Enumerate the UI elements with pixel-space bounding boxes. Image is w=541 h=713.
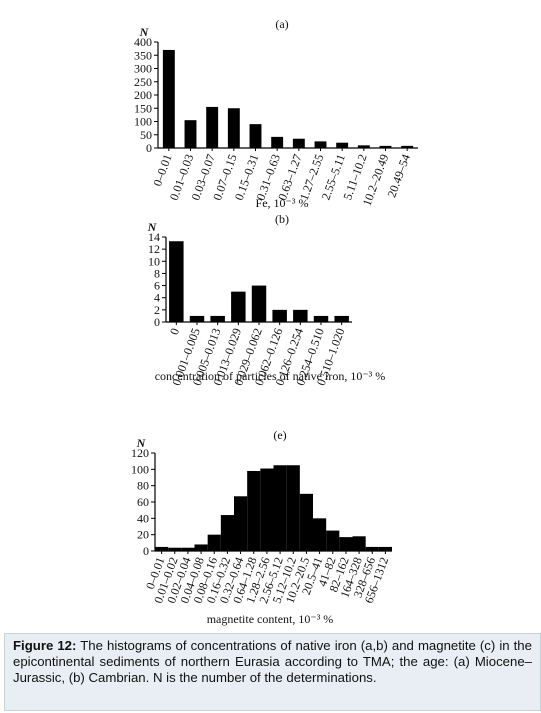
x-tick-label: 0 [167,326,182,336]
figure: (a)N0501001502002503003504000–0.010.01–0… [131,17,418,626]
bar [249,124,262,148]
bar [234,496,248,551]
bar [162,49,175,149]
y-tick-label: 40 [137,511,149,525]
bar [227,108,240,148]
bar [184,120,197,148]
bar [207,534,221,551]
y-tick-label: 350 [134,48,152,62]
y-tick-label: 150 [134,101,152,115]
y-tick-label: 6 [154,279,160,293]
x-tick-label: 0–0.01 [150,152,174,188]
y-tick-label: 20 [137,528,149,542]
bar [273,465,287,551]
bar [314,141,327,148]
caption-label: Figure 12: [13,638,77,653]
bar [231,291,246,322]
bar [313,518,327,551]
y-axis-label: N [136,436,147,450]
bar [378,546,392,551]
y-axis-label: N [147,220,158,234]
y-tick-label: 50 [140,128,152,142]
bar [339,537,353,551]
caption: Figure 12: The histograms of concentrati… [4,633,541,711]
y-tick-label: 300 [134,62,152,76]
bar [210,315,225,322]
bar [326,530,340,551]
bar [286,465,300,551]
bar [260,468,274,551]
y-tick-label: 120 [131,446,149,460]
y-tick-label: 0 [154,315,160,329]
bar [169,241,184,322]
y-tick-label: 100 [131,462,149,476]
y-tick-label: 2 [154,303,160,317]
x-axis-label: magnetite content, 10⁻³ % [207,612,334,626]
bar [299,493,313,551]
bar [379,145,392,148]
bar [206,106,219,148]
y-tick-label: 10 [148,254,160,268]
x-axis-label: concentration of particles of native iro… [155,369,386,383]
bar [168,547,182,551]
bar [272,309,287,322]
y-tick-label: 14 [148,230,160,244]
bar [336,142,349,148]
y-tick-label: 250 [134,75,152,89]
bar [357,145,370,148]
y-tick-label: 100 [134,115,152,129]
bar [313,315,329,322]
chart-title: (e) [273,428,286,442]
bar [247,470,261,551]
bar [220,515,234,551]
chart-title: (b) [275,212,289,226]
bar [181,547,195,551]
bar [292,138,305,148]
bar [271,136,284,148]
y-tick-label: 12 [148,242,160,256]
y-tick-label: 200 [134,88,152,102]
bar [251,285,267,322]
caption-text: The histograms of concentrations of nati… [13,638,532,685]
x-axis-label: Fe, 10⁻³ % [256,196,309,210]
bar [334,315,349,322]
chart-title: (a) [275,17,288,31]
y-tick-label: 400 [134,35,152,49]
bar [293,309,308,322]
y-tick-label: 4 [154,291,160,305]
bar [155,546,169,551]
y-tick-label: 80 [137,479,149,493]
y-axis-label: N [139,25,150,39]
bar [365,546,379,551]
bar [194,544,208,551]
bar [189,315,205,322]
bar [401,145,414,148]
y-tick-label: 0 [146,141,152,155]
bar [352,536,366,551]
y-tick-label: 8 [154,266,160,280]
y-tick-label: 0 [143,544,149,558]
y-tick-label: 60 [137,495,149,509]
